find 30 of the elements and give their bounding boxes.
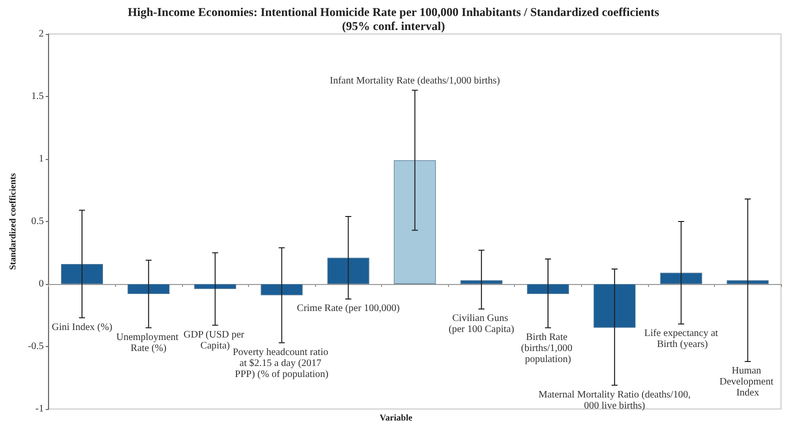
y-tick-label: 0 [38, 278, 44, 290]
bar [726, 280, 769, 284]
x-tick-label: Infant Mortality Rate (deaths/1,000 births) [330, 75, 500, 86]
x-tick-label: Maternal Mortality Ratio (deaths/100,000 live births) [538, 389, 691, 412]
bar [460, 280, 502, 284]
bar [194, 284, 236, 289]
y-tick-label: 0.5 [31, 216, 44, 227]
x-tick-label: Crime Rate (per 100,000) [296, 303, 400, 314]
y-tick-label: 2 [38, 28, 44, 40]
x-tick-label: Civilian Guns (per 100 Capita) [448, 313, 514, 335]
x-tick-label: Human Development Index [720, 366, 776, 398]
x-tick-label: Gini Index (%) [52, 322, 112, 333]
y-tick-label: -0.5 [28, 341, 44, 352]
bar [394, 160, 436, 284]
bar [527, 284, 569, 294]
x-tick-label: Unemployment Rate (%) [116, 332, 181, 354]
y-axis-title: Standardized coefficients [8, 172, 18, 270]
bar [260, 284, 303, 296]
bar [327, 258, 370, 284]
y-tick-label: 1.5 [31, 91, 44, 102]
y-tick-label: -1 [35, 404, 44, 414]
bar [128, 284, 170, 294]
x-tick-label: Life expectancy at Birth (years) [644, 328, 718, 350]
x-tick-label: Birth Rate (births/1,000 population) [521, 332, 575, 365]
bar [61, 264, 103, 284]
bar [594, 284, 636, 328]
bar [660, 272, 702, 284]
y-tick-label: 1 [38, 154, 44, 164]
chart-title: High-Income Economies: Intentional Homicide Rate per 100,000 Inhabitants / Standardized coefficients (95% conf. interval) [128, 5, 660, 33]
x-axis-title: Variable [380, 412, 412, 421]
